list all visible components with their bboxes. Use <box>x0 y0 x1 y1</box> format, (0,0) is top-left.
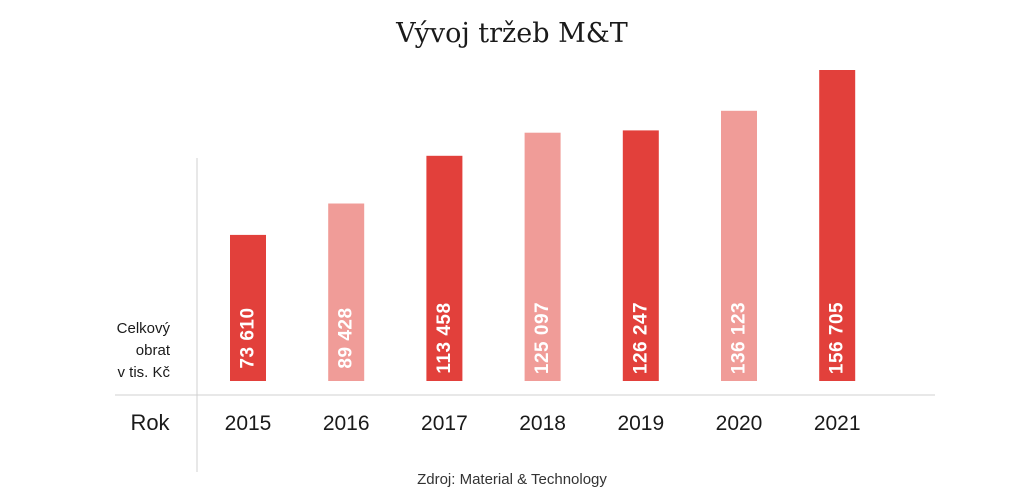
x-tick-label-2020: 2020 <box>716 412 763 435</box>
x-tick-label-2015: 2015 <box>225 412 272 435</box>
bar-value-label-2016: 89 428 <box>336 307 357 368</box>
bar-2018 <box>524 132 561 381</box>
bar-2015 <box>230 234 266 381</box>
bar-2019 <box>622 130 659 381</box>
chart-title: Vývoj tržeb M&T <box>395 18 628 49</box>
bar-2016 <box>328 203 365 381</box>
bar-value-label-2015: 73 610 <box>238 307 259 368</box>
x-tick-label-2016: 2016 <box>323 412 370 435</box>
x-tick-label-2021: 2021 <box>814 412 861 435</box>
bar-2020 <box>721 110 757 382</box>
bar-value-label-2017: 113 458 <box>434 302 455 373</box>
bar-value-label-2020: 136 123 <box>729 302 750 374</box>
bar-2017 <box>426 155 463 381</box>
bar-2021 <box>819 70 856 381</box>
x-tick-label-2019: 2019 <box>617 412 664 435</box>
y-axis-label-line-3: v tis. Kč <box>117 364 170 381</box>
bar-value-label-2019: 126 247 <box>630 302 651 374</box>
y-axis-label-line-2: obrat <box>136 342 171 359</box>
bars-group: 73 610 2015 89 428 2016 113 458 2017 125 097 20… <box>225 70 861 435</box>
source-note: Zdroj: Material & Technology <box>417 471 607 488</box>
x-axis-label: Rok <box>130 410 170 435</box>
x-tick-label-2018: 2018 <box>519 412 566 435</box>
bar-value-label-2018: 125 097 <box>532 302 553 374</box>
x-tick-label-2017: 2017 <box>421 412 468 435</box>
bar-value-label-2021: 156 705 <box>827 302 848 374</box>
y-axis-label-line-1: Celkový <box>117 320 171 337</box>
